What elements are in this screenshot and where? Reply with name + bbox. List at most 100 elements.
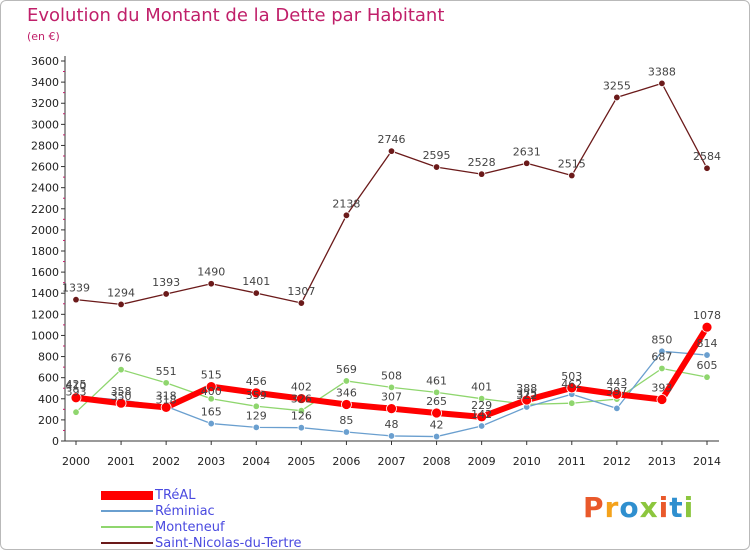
data-point xyxy=(207,280,215,288)
data-label: 508 xyxy=(381,369,402,382)
data-label: 142 xyxy=(471,408,492,421)
legend-label: Saint-Nicolas-du-Tertre xyxy=(155,535,302,550)
data-point xyxy=(342,428,351,436)
data-label: 2528 xyxy=(468,156,496,169)
data-label: 265 xyxy=(426,395,447,408)
data-label: 605 xyxy=(697,359,718,372)
data-point xyxy=(297,424,306,432)
data-label: 326 xyxy=(291,393,312,406)
data-label: 2746 xyxy=(378,133,406,146)
data-label: 85 xyxy=(339,414,353,427)
y-tick-label: 400 xyxy=(38,393,59,406)
data-point xyxy=(252,289,260,297)
data-point xyxy=(250,387,262,399)
data-point xyxy=(252,423,260,432)
y-tick-label: 3200 xyxy=(31,97,59,110)
data-point xyxy=(387,432,396,440)
data-point xyxy=(72,408,80,416)
x-tick-label: 2008 xyxy=(423,455,451,468)
data-label: 850 xyxy=(651,333,672,346)
data-point xyxy=(611,388,623,400)
legend: TRéAL Réminiac Monteneuf Saint-Nicolas-du-T… xyxy=(101,487,302,550)
data-point xyxy=(432,388,441,397)
data-point xyxy=(432,432,441,441)
x-tick-label: 2007 xyxy=(378,455,406,468)
data-point xyxy=(658,347,666,355)
data-point xyxy=(521,394,533,406)
data-label: 400 xyxy=(201,385,222,398)
data-point xyxy=(431,407,442,419)
data-point xyxy=(70,392,82,404)
data-point xyxy=(566,382,578,394)
data-point xyxy=(342,377,351,385)
data-label: 1490 xyxy=(197,266,225,279)
data-point xyxy=(523,159,531,167)
data-label: 388 xyxy=(516,382,537,395)
data-point xyxy=(656,394,668,405)
legend-item: TRéAL xyxy=(101,487,302,503)
y-tick-label: 0 xyxy=(52,435,59,448)
data-label: 410 xyxy=(66,380,87,393)
data-label: 515 xyxy=(201,369,222,382)
data-point xyxy=(701,321,713,333)
data-point xyxy=(207,395,215,403)
x-tick-label: 2002 xyxy=(152,455,180,468)
x-tick-label: 2009 xyxy=(468,455,496,468)
data-label: 350 xyxy=(111,390,132,403)
data-point xyxy=(297,299,306,307)
legend-label: TRéAL xyxy=(155,487,196,503)
data-point xyxy=(160,402,172,413)
data-label: 318 xyxy=(156,389,177,402)
x-tick-label: 2005 xyxy=(287,455,315,468)
data-label: 3255 xyxy=(603,79,631,92)
data-point xyxy=(72,295,80,304)
y-tick-label: 600 xyxy=(38,372,59,385)
legend-swatch xyxy=(101,490,153,500)
data-point xyxy=(341,399,352,410)
data-point xyxy=(658,364,666,373)
data-label: 2595 xyxy=(423,149,451,162)
data-label: 1307 xyxy=(287,285,315,298)
data-label: 307 xyxy=(381,391,402,404)
y-tick-label: 2600 xyxy=(31,161,59,174)
data-label: 2138 xyxy=(332,197,360,210)
data-point xyxy=(476,411,488,423)
data-point xyxy=(387,383,396,392)
data-label: 322 xyxy=(516,389,537,402)
x-tick-label: 2013 xyxy=(648,455,676,468)
data-label: 569 xyxy=(336,363,357,376)
data-label: 229 xyxy=(471,399,492,412)
data-label: 2631 xyxy=(513,145,541,158)
legend-label: Monteneuf xyxy=(155,519,225,535)
data-label: 1393 xyxy=(152,276,180,289)
data-point xyxy=(297,407,306,415)
y-tick-label: 1000 xyxy=(31,329,59,342)
data-label: 2515 xyxy=(558,158,586,171)
data-point xyxy=(207,419,215,428)
data-label: 318 xyxy=(156,393,177,406)
data-point xyxy=(658,79,666,88)
data-label: 3388 xyxy=(648,65,676,78)
data-label: 551 xyxy=(156,365,177,378)
x-tick-label: 2011 xyxy=(558,455,586,468)
data-label: 48 xyxy=(385,418,399,431)
data-point xyxy=(252,402,260,410)
data-point xyxy=(387,147,396,155)
data-point xyxy=(432,163,441,171)
x-tick-label: 2010 xyxy=(513,455,541,468)
data-label: 1339 xyxy=(62,282,90,295)
series-line-0 xyxy=(75,82,708,306)
data-point xyxy=(703,373,711,381)
y-tick-label: 3600 xyxy=(31,55,59,68)
data-label: 503 xyxy=(561,370,582,383)
data-label: 397 xyxy=(606,385,627,398)
x-tick-label: 2014 xyxy=(693,455,721,468)
data-label: 461 xyxy=(426,374,447,387)
legend-item: Monteneuf xyxy=(101,519,302,535)
y-tick-label: 1800 xyxy=(31,245,59,258)
data-label: 393 xyxy=(66,386,87,399)
y-tick-label: 3000 xyxy=(31,118,59,131)
data-point xyxy=(613,93,621,102)
y-tick-label: 1600 xyxy=(31,266,59,279)
